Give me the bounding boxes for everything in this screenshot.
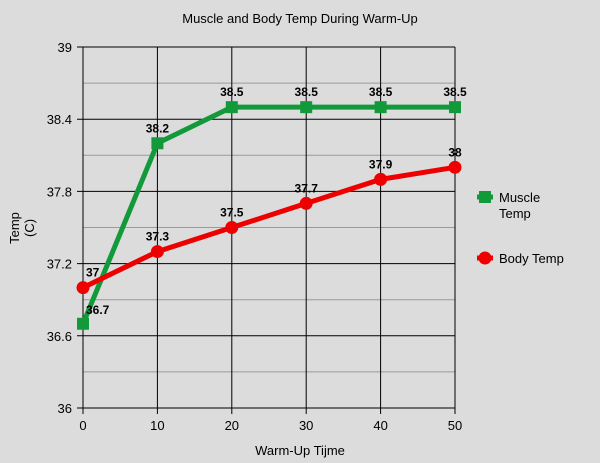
y-tick-label: 37.8 (47, 184, 72, 199)
legend-square-marker (479, 191, 491, 203)
y-tick-label: 38.4 (47, 112, 72, 127)
y-tick-label: 36.6 (47, 329, 72, 344)
legend-label: Muscle (499, 190, 540, 205)
x-axis-label: Warm-Up Tijme (255, 443, 345, 458)
data-point-circle (225, 221, 239, 234)
data-label: 37.7 (295, 181, 319, 195)
x-tick-label: 0 (79, 418, 86, 433)
data-point-square (300, 101, 313, 114)
data-label: 38.5 (369, 85, 393, 99)
legend-label: Body Temp (499, 251, 564, 266)
data-point-circle (76, 281, 90, 295)
x-tick-label: 30 (299, 418, 313, 433)
data-point-square (374, 101, 387, 114)
data-label: 37 (86, 266, 100, 280)
y-tick-label: 37.2 (47, 257, 72, 272)
data-label: 37.5 (220, 206, 244, 220)
data-label: 38 (448, 145, 462, 159)
data-point-circle (374, 172, 388, 186)
series-line-muscle-temp (80, 104, 455, 325)
legend-circle-marker (478, 251, 492, 265)
data-point-circle (448, 160, 462, 174)
data-label: 38.5 (220, 85, 244, 99)
data-point-circle (150, 245, 164, 259)
y-axis-label-line1: Temp (7, 212, 22, 244)
data-point-circle (299, 196, 313, 210)
y-axis-label-line2: (C) (22, 219, 37, 237)
data-point-square (151, 137, 164, 150)
data-label: 37.9 (369, 157, 393, 171)
x-tick-label: 50 (448, 418, 462, 433)
chart-title: Muscle and Body Temp During Warm-Up (182, 11, 418, 26)
series-line-body-temp (81, 164, 456, 290)
data-label: 38.5 (295, 85, 319, 99)
legend-label: Temp (499, 206, 531, 221)
data-point-square (225, 101, 238, 114)
y-tick-label: 39 (58, 40, 72, 55)
data-point-square (449, 101, 461, 114)
data-label: 38.5 (443, 85, 467, 99)
x-tick-label: 10 (150, 418, 164, 433)
x-tick-label: 20 (225, 418, 239, 433)
data-label: 36.7 (86, 303, 110, 317)
data-point-square (77, 317, 89, 330)
x-tick-label: 40 (373, 418, 387, 433)
y-tick-label: 36 (58, 401, 72, 416)
data-label: 38.2 (146, 121, 170, 135)
data-label: 37.3 (146, 230, 170, 244)
